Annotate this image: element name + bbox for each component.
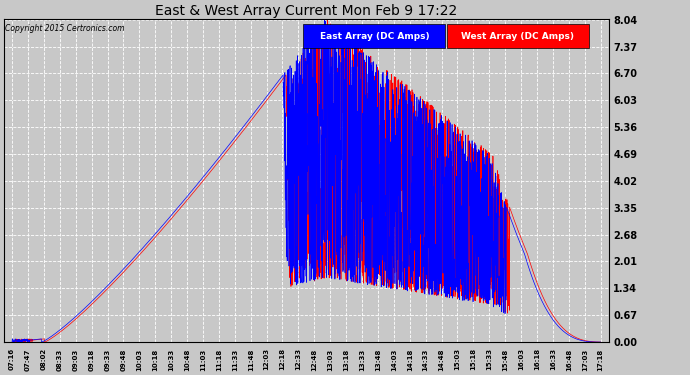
- FancyBboxPatch shape: [446, 24, 589, 48]
- Title: East & West Array Current Mon Feb 9 17:22: East & West Array Current Mon Feb 9 17:2…: [155, 4, 457, 18]
- Text: East Array (DC Amps): East Array (DC Amps): [319, 32, 429, 41]
- FancyBboxPatch shape: [304, 24, 445, 48]
- Text: Copyright 2015 Certronics.com: Copyright 2015 Certronics.com: [6, 24, 125, 33]
- Text: West Array (DC Amps): West Array (DC Amps): [461, 32, 574, 41]
